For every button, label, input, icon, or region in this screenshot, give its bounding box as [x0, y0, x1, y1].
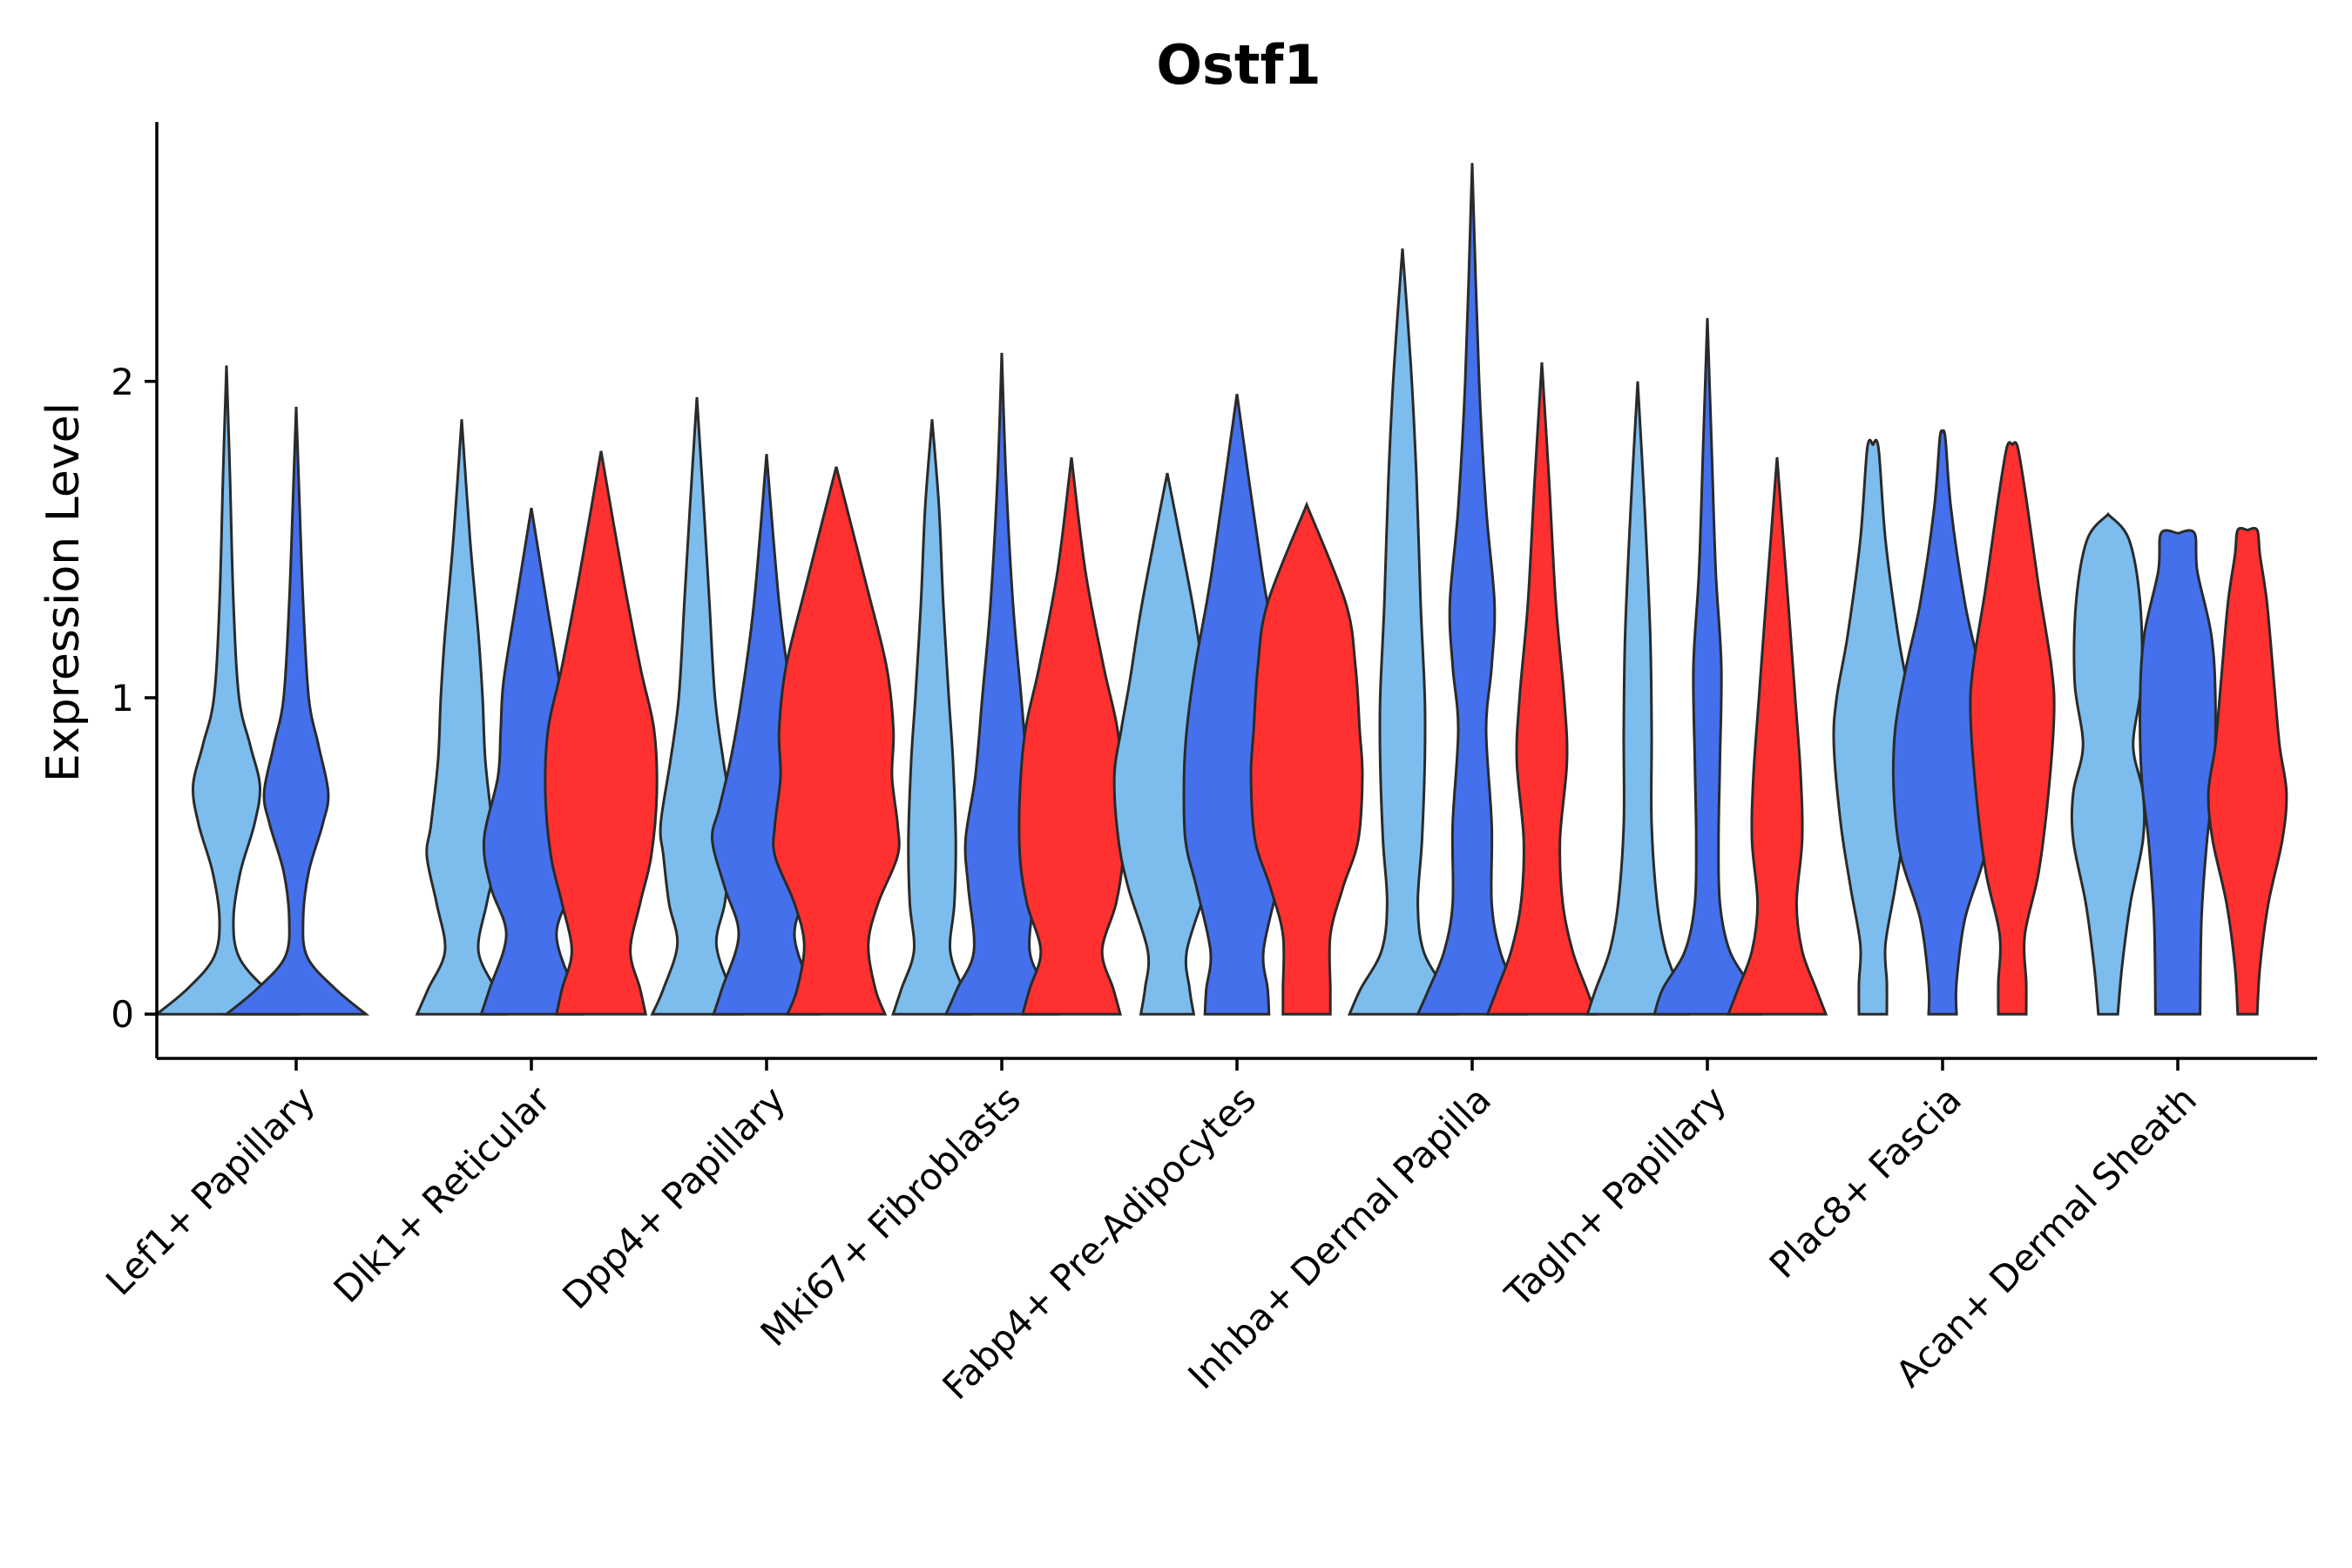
violin-dpp4-papillary-red: [772, 466, 901, 1016]
y-tick-label-0: 0: [111, 993, 134, 1036]
violin-tagln-papillary-light-blue: [1585, 381, 1690, 1016]
y-axis: 0 1 2: [111, 122, 159, 1058]
violin-tagln-papillary-red: [1726, 456, 1828, 1016]
x-tick-label-dpp4-papillary: Dpp4+ Papillary: [554, 1078, 794, 1317]
violin-inhba-dermal-papilla-blue: [1416, 163, 1529, 1016]
y-tick-label-1: 1: [111, 677, 134, 720]
violin-lef1-papillary-light-blue: [152, 365, 301, 1016]
y-axis-label: Expression Level: [37, 402, 90, 782]
violin-acan-dermal-sheath-light-blue: [2070, 511, 2146, 1016]
violin-inhba-dermal-papilla-light-blue: [1347, 248, 1458, 1016]
x-tick-label-plac8-fascia: Plac8+ Fascia: [1761, 1078, 1970, 1286]
violin-mki67-fibroblasts-light-blue: [891, 419, 973, 1016]
x-tick-label-dlk1-reticular: Dlk1+ Reticular: [326, 1078, 559, 1311]
violin-lef1-papillary-blue: [222, 406, 370, 1016]
y-tick-label-2: 2: [111, 361, 134, 403]
violin-tagln-papillary-blue: [1652, 318, 1762, 1016]
violin-acan-dermal-sheath-red: [2207, 526, 2288, 1016]
violin-inhba-dermal-papilla-red: [1485, 362, 1598, 1016]
x-tick-label-mki67-fibroblasts: Mki67+ Fibroblasts: [753, 1078, 1029, 1354]
violin-mki67-fibroblasts-red: [1017, 456, 1125, 1016]
chart-title: Ostf1: [1156, 33, 1321, 97]
violin-dlk1-reticular-light-blue: [415, 419, 509, 1016]
violin-dpp4-papillary-light-blue: [650, 396, 744, 1016]
violin-dlk1-reticular-red: [544, 450, 659, 1016]
x-tick-label-lef1-papillary: Lef1+ Papillary: [98, 1078, 323, 1303]
x-tick-label-tagln-papillary: Tagln+ Papillary: [1497, 1078, 1734, 1315]
violin-acan-dermal-sheath-blue: [2139, 529, 2217, 1016]
violin-plac8-fascia-red: [1969, 441, 2056, 1016]
violin-fabp4-pre-adipocytes-red: [1249, 501, 1364, 1016]
violin-group: [152, 163, 2288, 1016]
